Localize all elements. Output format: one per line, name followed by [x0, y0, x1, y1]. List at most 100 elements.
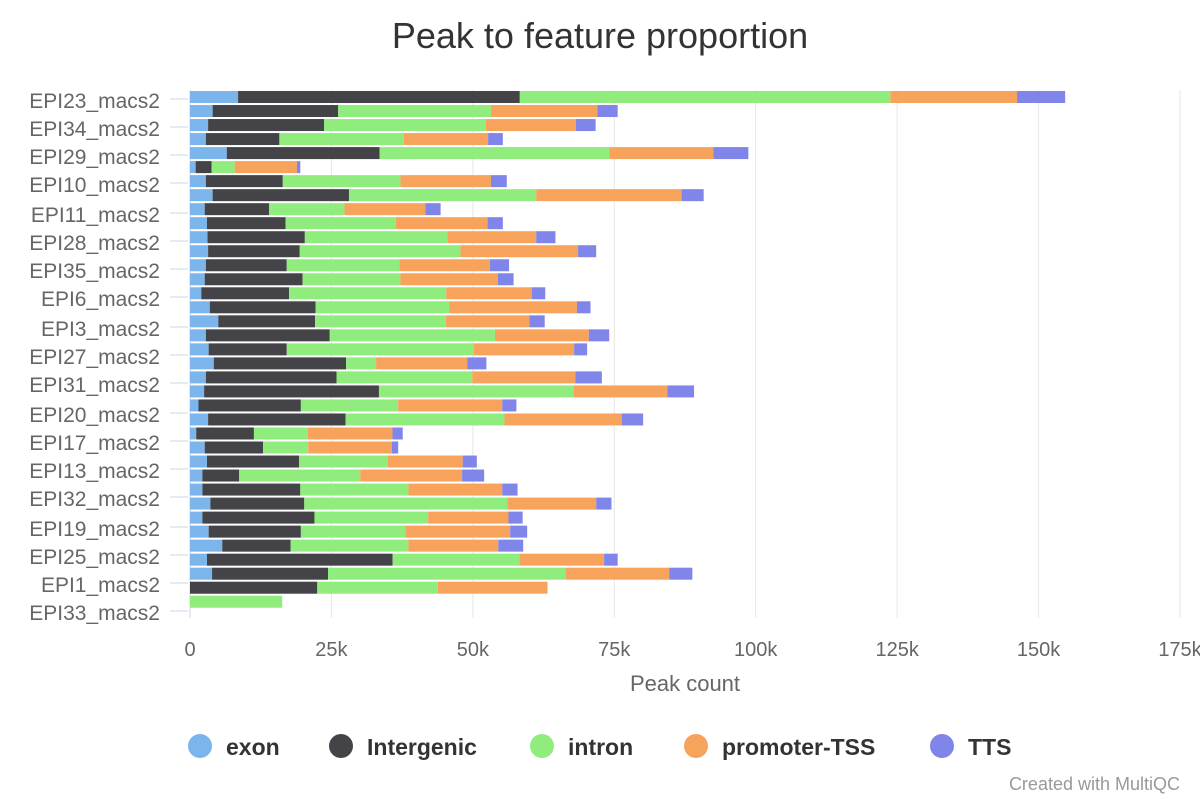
bar-segment-intron[interactable] — [346, 357, 377, 370]
bar-segment-exon[interactable] — [190, 441, 205, 454]
bar-segment-intron[interactable] — [300, 483, 409, 496]
bar-segment-exon[interactable] — [190, 525, 209, 538]
bar-segment-tts[interactable] — [467, 357, 487, 370]
bar-segment-promoter-tss[interactable] — [507, 497, 597, 510]
bar-segment-tts[interactable] — [621, 413, 644, 426]
bar-segment-intergenic[interactable] — [202, 511, 315, 524]
bar-segment-tts[interactable] — [578, 245, 597, 258]
bar-segment-promoter-tss[interactable] — [408, 539, 499, 552]
bar-segment-intergenic[interactable] — [205, 329, 330, 342]
bar-segment-exon[interactable] — [190, 301, 210, 314]
bar-segment-promoter-tss[interactable] — [485, 119, 576, 132]
bar-segment-tts[interactable] — [531, 287, 546, 300]
bar-segment-intron[interactable] — [304, 497, 508, 510]
bar-segment-intergenic[interactable] — [205, 371, 337, 384]
bar-segment-intron[interactable] — [269, 203, 345, 216]
bar-segment-promoter-tss[interactable] — [519, 553, 605, 566]
bar-segment-intergenic[interactable] — [190, 581, 318, 594]
bar-segment-intergenic[interactable] — [218, 315, 316, 328]
bar-segment-promoter-tss[interactable] — [536, 189, 682, 202]
bar-segment-intergenic[interactable] — [212, 567, 329, 580]
bar-segment-intron[interactable] — [190, 595, 283, 608]
bar-segment-tts[interactable] — [667, 385, 695, 398]
bar-segment-exon[interactable] — [190, 133, 206, 146]
bar-segment-promoter-tss[interactable] — [307, 427, 393, 440]
bar-segment-intergenic[interactable] — [208, 245, 300, 258]
bar-segment-tts[interactable] — [502, 483, 518, 496]
bar-segment-promoter-tss[interactable] — [400, 175, 491, 188]
bar-segment-intergenic[interactable] — [195, 161, 212, 174]
bar-segment-exon[interactable] — [190, 259, 206, 272]
bar-segment-promoter-tss[interactable] — [234, 161, 297, 174]
bar-segment-intergenic[interactable] — [201, 287, 289, 300]
bar-segment-promoter-tss[interactable] — [405, 525, 511, 538]
bar-segment-exon[interactable] — [190, 91, 239, 104]
bar-segment-tts[interactable] — [497, 273, 514, 286]
bar-segment-promoter-tss[interactable] — [395, 217, 488, 230]
bar-segment-tts[interactable] — [487, 217, 503, 230]
legend-item-tts[interactable]: TTS — [930, 734, 1011, 760]
bar-segment-tts[interactable] — [425, 203, 441, 216]
bar-segment-tts[interactable] — [597, 105, 618, 118]
bar-segment-exon[interactable] — [190, 357, 214, 370]
bar-segment-tts[interactable] — [498, 539, 524, 552]
bar-segment-intron[interactable] — [239, 469, 361, 482]
bar-segment-exon[interactable] — [190, 483, 203, 496]
bar-segment-exon[interactable] — [190, 385, 205, 398]
bar-segment-intergenic[interactable] — [210, 497, 305, 510]
bar-segment-tts[interactable] — [489, 259, 510, 272]
bar-segment-tts[interactable] — [596, 497, 612, 510]
legend-item-exon[interactable]: exon — [188, 734, 280, 760]
bar-segment-exon[interactable] — [190, 245, 209, 258]
bar-segment-intergenic[interactable] — [207, 231, 305, 244]
bar-segment-intron[interactable] — [300, 399, 399, 412]
bar-segment-intergenic[interactable] — [238, 91, 520, 104]
bar-segment-intron[interactable] — [315, 301, 450, 314]
bar-segment-promoter-tss[interactable] — [360, 469, 463, 482]
bar-segment-exon[interactable] — [190, 329, 206, 342]
credit-text[interactable]: Created with MultiQC — [1009, 774, 1180, 794]
bar-segment-intron[interactable] — [302, 273, 401, 286]
bar-segment-tts[interactable] — [462, 469, 485, 482]
bar-segment-exon[interactable] — [190, 161, 196, 174]
bar-segment-tts[interactable] — [529, 315, 545, 328]
bar-segment-exon[interactable] — [190, 413, 209, 426]
bar-segment-tts[interactable] — [588, 329, 610, 342]
bar-segment-exon[interactable] — [190, 105, 213, 118]
bar-segment-intergenic[interactable] — [208, 343, 287, 356]
bar-segment-intergenic[interactable] — [205, 259, 287, 272]
bar-segment-tts[interactable] — [391, 441, 399, 454]
bar-segment-tts[interactable] — [681, 189, 704, 202]
bar-segment-promoter-tss[interactable] — [890, 91, 1018, 104]
bar-segment-promoter-tss[interactable] — [573, 385, 668, 398]
bar-segment-intergenic[interactable] — [206, 455, 300, 468]
bar-segment-intron[interactable] — [285, 217, 396, 230]
bar-segment-exon[interactable] — [190, 567, 213, 580]
bar-segment-promoter-tss[interactable] — [446, 287, 532, 300]
bar-segment-exon[interactable] — [190, 315, 219, 328]
bar-segment-intron[interactable] — [286, 259, 400, 272]
bar-segment-intron[interactable] — [345, 413, 505, 426]
bar-segment-promoter-tss[interactable] — [376, 357, 468, 370]
bar-segment-exon[interactable] — [190, 427, 197, 440]
bar-segment-intron[interactable] — [315, 315, 446, 328]
bar-segment-intron[interactable] — [519, 91, 891, 104]
bar-segment-intergenic[interactable] — [198, 399, 301, 412]
bar-segment-tts[interactable] — [488, 133, 503, 146]
bar-segment-promoter-tss[interactable] — [408, 483, 503, 496]
bar-segment-promoter-tss[interactable] — [445, 315, 530, 328]
bar-segment-intergenic[interactable] — [226, 147, 380, 160]
bar-segment-intergenic[interactable] — [204, 441, 263, 454]
bar-segment-intron[interactable] — [379, 147, 610, 160]
bar-segment-intron[interactable] — [328, 567, 566, 580]
bar-segment-intron[interactable] — [329, 329, 495, 342]
bar-segment-intron[interactable] — [289, 287, 447, 300]
bar-segment-intergenic[interactable] — [206, 553, 393, 566]
bar-segment-intron[interactable] — [300, 525, 406, 538]
bar-segment-promoter-tss[interactable] — [403, 133, 489, 146]
bar-segment-tts[interactable] — [392, 427, 403, 440]
bar-segment-promoter-tss[interactable] — [400, 273, 498, 286]
bar-segment-promoter-tss[interactable] — [472, 371, 576, 384]
bar-segment-tts[interactable] — [508, 511, 523, 524]
bar-segment-intergenic[interactable] — [205, 133, 280, 146]
